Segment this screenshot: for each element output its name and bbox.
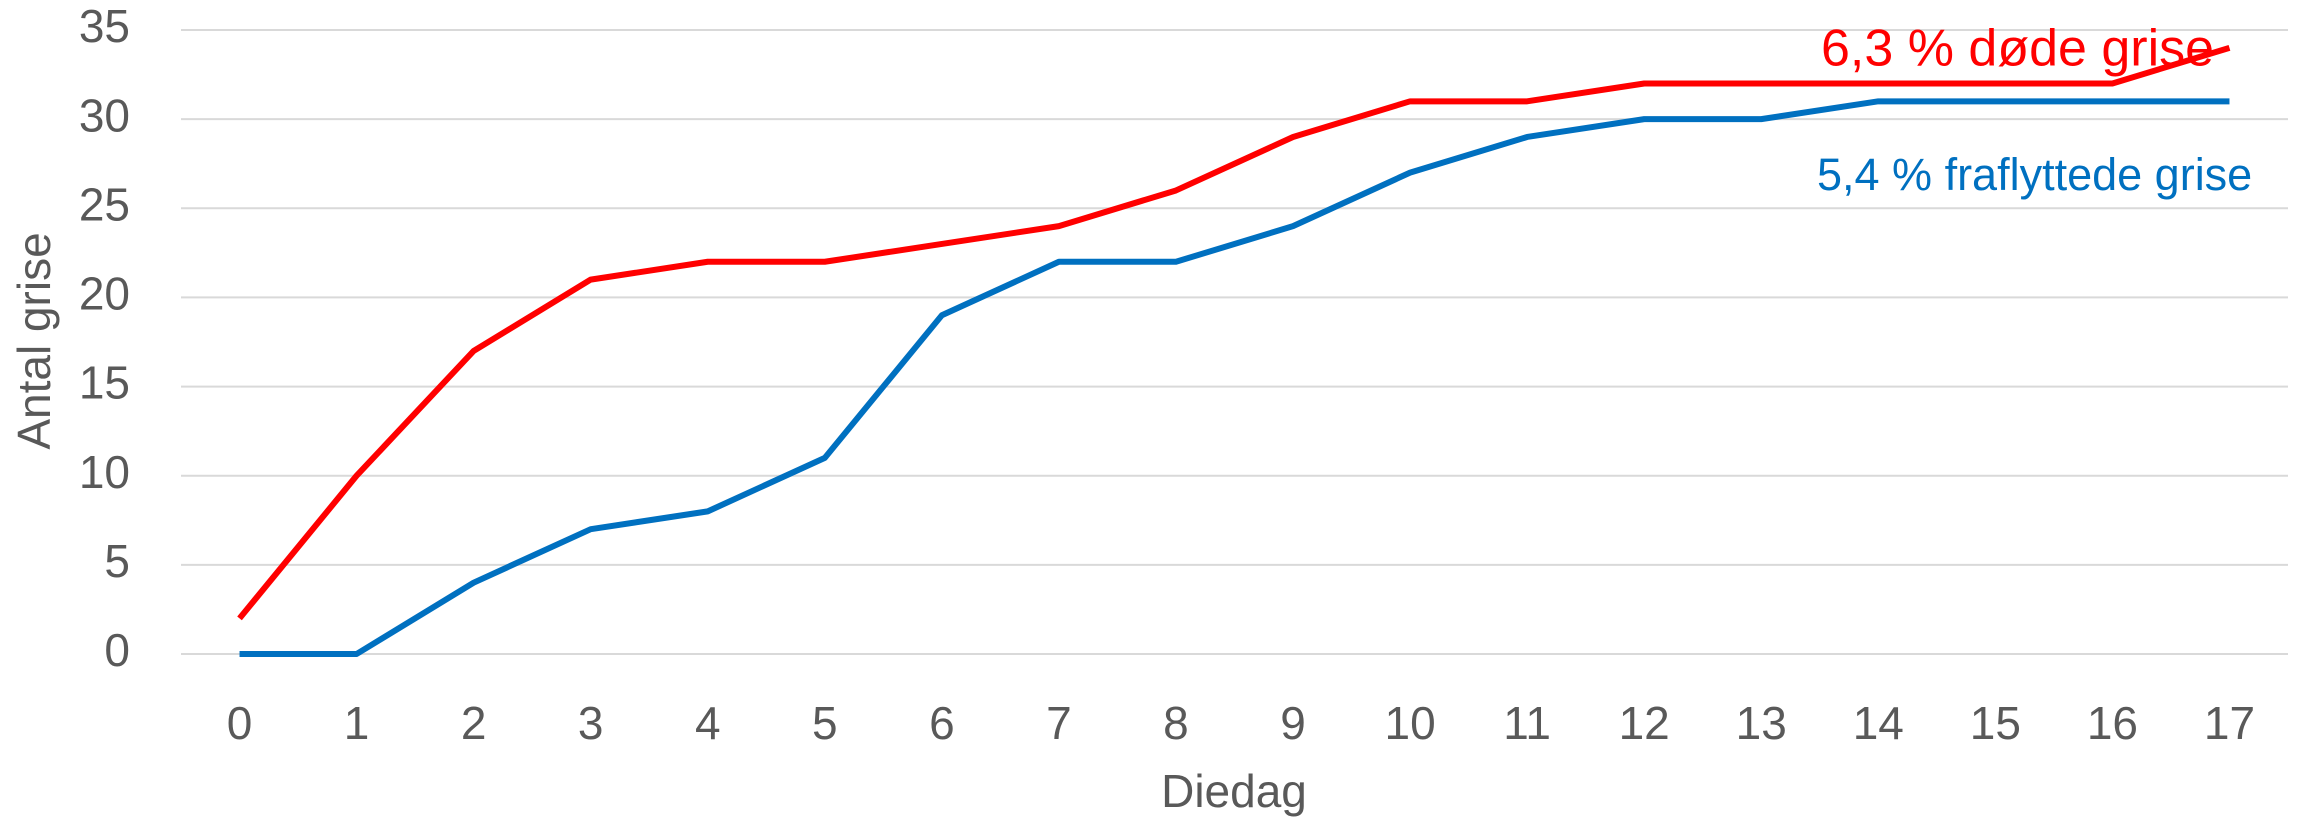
x-tick-label: 10 — [1384, 697, 1435, 749]
series-label: 5,4 % fraflyttede grise — [1817, 149, 2252, 200]
y-tick-label: 0 — [104, 624, 130, 676]
y-tick-label: 5 — [104, 535, 130, 587]
x-tick-label: 1 — [344, 697, 370, 749]
line — [237, 44, 2231, 621]
x-tick-label: 16 — [2087, 697, 2138, 749]
x-tick-label: 4 — [695, 697, 721, 749]
y-tick-label: 30 — [79, 89, 130, 141]
x-tick-label: 8 — [1163, 697, 1189, 749]
x-tick-label: 15 — [1970, 697, 2021, 749]
y-axis-title: Antal grise — [8, 232, 60, 449]
x-tick-label: 2 — [461, 697, 487, 749]
x-tick-label: 5 — [812, 697, 838, 749]
series-label: 6,3 % døde grise — [1821, 20, 2214, 78]
y-tick-label: 35 — [79, 0, 130, 52]
x-tick-label: 14 — [1853, 697, 1904, 749]
x-axis-title: Diedag — [1161, 765, 1307, 817]
y-tick-label: 25 — [79, 178, 130, 230]
x-tick-label: 12 — [1619, 697, 1670, 749]
x-tick-label: 9 — [1280, 697, 1306, 749]
line — [239, 98, 2230, 657]
x-tick-label: 6 — [929, 697, 955, 749]
y-tick-label: 15 — [79, 357, 130, 409]
x-tick-label: 0 — [227, 697, 253, 749]
x-tick-label: 3 — [578, 697, 604, 749]
x-tick-label: 13 — [1736, 697, 1787, 749]
y-tick-label: 10 — [79, 446, 130, 498]
x-tick-label: 7 — [1046, 697, 1072, 749]
x-tick-label: 11 — [1503, 697, 1551, 749]
y-tick-label: 20 — [79, 268, 130, 320]
x-tick-label: 17 — [2204, 697, 2255, 749]
